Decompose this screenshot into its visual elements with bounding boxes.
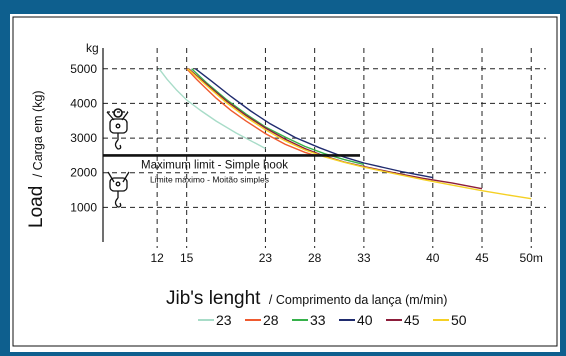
chart-panel: kg 5000 4000 3000 2000 1000 12 15 23 28 33 40 45 50… bbox=[10, 14, 560, 352]
x-tick-label: 33 bbox=[357, 251, 371, 265]
y-tick-label: 5000 bbox=[70, 62, 97, 76]
x-axis-title: Jib's lenght / Comprimento da lança (m/m… bbox=[166, 288, 447, 309]
x-axis-title-main: Jib's lenght bbox=[166, 288, 261, 309]
y-unit-label: kg bbox=[86, 41, 99, 55]
x-tick-labels: 12 15 23 28 33 40 45 50m bbox=[150, 251, 542, 265]
y-axis-title-main: Load bbox=[26, 186, 47, 228]
x-tick-label: 40 bbox=[426, 251, 440, 265]
series-line-23 bbox=[158, 68, 266, 150]
x-tick-label: 50m bbox=[520, 251, 543, 265]
panel-border bbox=[12, 16, 558, 347]
legend-label-50: 50 bbox=[451, 312, 467, 328]
y-axis-title-sub: / Carga em (kg) bbox=[31, 90, 45, 177]
legend-label-45: 45 bbox=[404, 312, 420, 328]
x-tick-label: 15 bbox=[180, 251, 194, 265]
y-tick-label: 2000 bbox=[70, 166, 97, 180]
y-tick-label: 4000 bbox=[70, 96, 97, 110]
x-tick-label: 28 bbox=[308, 251, 322, 265]
series bbox=[158, 68, 532, 200]
y-tick-label: 3000 bbox=[70, 131, 97, 145]
series-line-50 bbox=[187, 68, 532, 200]
legend-label-28: 28 bbox=[263, 312, 279, 328]
simple-hook-icon bbox=[107, 171, 130, 208]
x-tick-label: 12 bbox=[150, 251, 164, 265]
x-tick-label: 45 bbox=[475, 251, 489, 265]
series-line-28 bbox=[186, 68, 315, 157]
series-line-45 bbox=[188, 68, 483, 190]
grid bbox=[103, 48, 546, 248]
maximum-limit-label-sub: Limite máximo - Moitão simples bbox=[150, 174, 269, 184]
legend: 23 28 33 40 45 50 bbox=[198, 312, 467, 328]
y-tick-label: 1000 bbox=[70, 200, 97, 214]
legend-label-33: 33 bbox=[310, 312, 326, 328]
load-chart: kg 5000 4000 3000 2000 1000 12 15 23 28 33 40 45 50… bbox=[12, 16, 558, 347]
y-axis-title: Load / Carga em (kg) bbox=[26, 90, 47, 228]
legend-label-23: 23 bbox=[216, 312, 232, 328]
series-line-40 bbox=[195, 68, 433, 179]
legend-label-40: 40 bbox=[357, 312, 373, 328]
x-axis-title-sub: / Comprimento da lança (m/min) bbox=[269, 293, 448, 307]
series-line-33 bbox=[191, 68, 365, 166]
x-tick-label: 23 bbox=[259, 251, 273, 265]
y-tick-labels: 5000 4000 3000 2000 1000 bbox=[70, 62, 97, 215]
maximum-limit-label: Maximum limit - Simple hook bbox=[141, 159, 288, 171]
double-hook-icon bbox=[106, 108, 129, 150]
